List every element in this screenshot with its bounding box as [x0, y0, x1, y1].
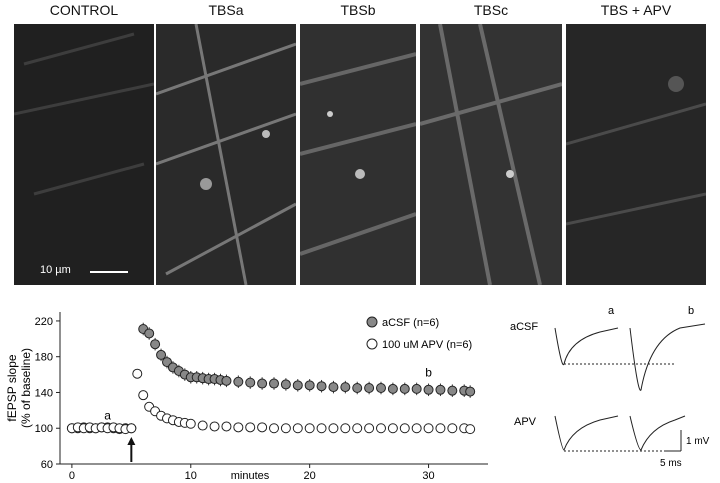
data-point-acsf — [280, 379, 291, 390]
data-point-apv — [257, 422, 268, 433]
scale-label-time: 5 ms — [660, 458, 682, 469]
y-tick-label: 100 — [35, 423, 53, 435]
data-point-apv — [126, 423, 137, 434]
annotation-a: a — [104, 408, 111, 422]
trace-col-label-a: a — [608, 305, 615, 317]
data-point-apv — [209, 421, 220, 432]
x-tick-label: 20 — [304, 470, 316, 482]
data-point-acsf — [387, 383, 398, 394]
data-point-acsf — [292, 380, 303, 391]
data-point-apv — [376, 423, 386, 434]
trace-col-label-b: b — [688, 305, 694, 317]
data-point-acsf — [156, 349, 167, 360]
data-point-apv — [435, 423, 446, 434]
trace-acsf-a — [554, 327, 619, 366]
data-point-apv — [328, 423, 339, 434]
micrograph-control — [14, 24, 154, 285]
data-point-apv — [340, 423, 351, 434]
data-point-apv — [221, 421, 232, 432]
data-point-apv — [245, 422, 256, 433]
data-point-acsf — [328, 382, 339, 393]
data-point-apv — [138, 390, 149, 401]
data-point-acsf — [144, 328, 155, 339]
y-tick-label: 140 — [35, 387, 53, 399]
data-point-acsf — [233, 376, 244, 387]
data-point-apv — [304, 423, 315, 434]
data-point-acsf — [376, 383, 386, 393]
data-point-apv — [233, 422, 244, 433]
x-tick-label: 0 — [69, 470, 75, 482]
legend-marker-apv — [366, 338, 378, 350]
data-point-apv — [465, 424, 476, 435]
trace-apv-b — [629, 415, 686, 451]
data-point-acsf — [352, 383, 363, 393]
data-point-apv — [399, 423, 410, 434]
data-point-acsf — [304, 380, 315, 391]
data-point-acsf — [435, 384, 446, 395]
micrograph-tbsb — [300, 24, 416, 285]
data-point-acsf — [399, 383, 410, 394]
x-tick-label: 30 — [422, 470, 434, 482]
data-point-acsf — [316, 381, 327, 392]
x-axis-label: minutes — [231, 470, 270, 482]
trace-row-label-apv: APV — [514, 416, 537, 428]
data-point-acsf — [465, 386, 476, 397]
trace-row-label-acsf: aCSF — [510, 321, 538, 333]
data-point-acsf — [411, 383, 422, 394]
data-point-apv — [185, 418, 196, 429]
data-point-apv — [423, 423, 434, 434]
y-axis-label: fEPSP slope — [5, 354, 19, 421]
data-point-apv — [364, 423, 375, 434]
data-point-acsf — [150, 339, 161, 350]
micrograph-tbsa — [156, 24, 296, 285]
micrograph-tbs-apv — [566, 24, 706, 285]
annotation-b: b — [425, 365, 432, 379]
data-point-acsf — [447, 385, 458, 396]
scale-label-voltage: 1 mV — [686, 436, 710, 447]
trace-acsf-b — [629, 323, 706, 391]
scale-bar-label: 10 µm — [40, 264, 71, 276]
legend-marker-acsf — [366, 316, 378, 328]
data-point-apv — [132, 368, 143, 379]
data-point-apv — [352, 423, 363, 434]
data-point-acsf — [221, 375, 232, 386]
data-point-apv — [387, 423, 398, 434]
data-point-apv — [292, 423, 303, 434]
panel-label-tbsa: TBSa — [208, 2, 244, 18]
y-tick-label: 180 — [35, 352, 53, 364]
micrograph-tbsc — [420, 24, 562, 285]
trace-apv-a — [554, 415, 619, 451]
panel-label-tbs-apv: TBS + APV — [600, 2, 672, 18]
legend-label-apv: 100 uM APV (n=6) — [382, 339, 472, 351]
data-point-acsf — [340, 382, 351, 393]
data-point-apv — [280, 423, 291, 434]
y-tick-label: 60 — [41, 459, 53, 471]
epsp-traces: aCSF APV a b 1 mV 5 ms — [510, 305, 710, 469]
fepsp-chart: fEPSP slope (% of baseline) minutes 0 10 2… — [5, 312, 488, 482]
data-point-apv — [411, 423, 422, 434]
data-point-acsf — [423, 384, 434, 395]
data-point-acsf — [364, 383, 375, 393]
data-point-acsf — [269, 378, 279, 389]
data-point-apv — [316, 423, 327, 434]
data-point-apv — [269, 423, 279, 434]
data-point-apv — [197, 420, 208, 431]
panel-label-tbsc: TBSc — [473, 2, 509, 18]
panel-label-tbsb: TBSb — [340, 2, 376, 18]
data-point-apv — [447, 423, 458, 434]
scale-bar — [90, 271, 128, 273]
legend-label-acsf: aCSF (n=6) — [382, 317, 439, 329]
y-axis-label-2: (% of baseline) — [19, 348, 33, 428]
x-tick-label: 10 — [185, 470, 197, 482]
y-tick-label: 220 — [35, 316, 53, 328]
panel-label-control: CONTROL — [49, 2, 119, 18]
data-point-acsf — [257, 378, 268, 389]
tbs-arrow-head — [127, 436, 136, 445]
data-point-acsf — [245, 377, 256, 388]
